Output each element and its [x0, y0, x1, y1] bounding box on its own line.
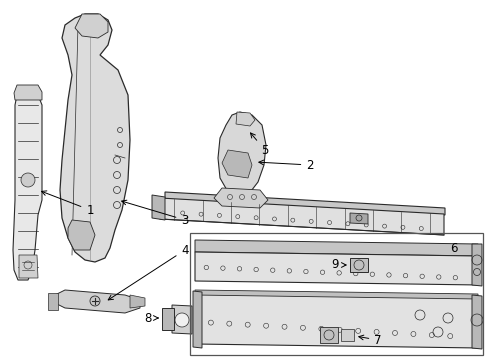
Text: 4: 4 [108, 243, 188, 300]
Text: 3: 3 [122, 200, 188, 226]
Polygon shape [152, 195, 164, 220]
Text: 2: 2 [258, 158, 313, 171]
Polygon shape [214, 188, 267, 208]
Polygon shape [349, 213, 367, 224]
Text: 8: 8 [144, 311, 158, 324]
Polygon shape [55, 290, 140, 313]
Circle shape [21, 173, 35, 187]
Polygon shape [164, 192, 444, 215]
Polygon shape [471, 295, 481, 349]
Circle shape [90, 296, 100, 306]
Text: 7: 7 [358, 333, 381, 346]
Polygon shape [349, 258, 367, 272]
Polygon shape [471, 244, 481, 286]
Polygon shape [75, 14, 108, 38]
Polygon shape [162, 308, 174, 330]
Polygon shape [222, 150, 251, 178]
Polygon shape [340, 329, 353, 341]
Polygon shape [60, 14, 130, 262]
Polygon shape [172, 305, 192, 334]
Text: 1: 1 [41, 191, 94, 216]
Polygon shape [195, 290, 477, 299]
Polygon shape [14, 85, 42, 100]
Polygon shape [195, 293, 479, 348]
Text: 9: 9 [330, 258, 346, 271]
Polygon shape [13, 95, 42, 280]
Polygon shape [193, 291, 202, 348]
Polygon shape [160, 198, 443, 235]
Text: 6: 6 [449, 242, 457, 255]
Polygon shape [48, 293, 58, 310]
Polygon shape [218, 112, 265, 198]
Polygon shape [195, 240, 477, 256]
Text: 5: 5 [250, 133, 268, 157]
Polygon shape [19, 255, 38, 278]
Polygon shape [68, 220, 95, 250]
Polygon shape [195, 252, 479, 285]
Polygon shape [319, 327, 337, 343]
Polygon shape [130, 295, 145, 308]
Circle shape [175, 313, 189, 327]
Polygon shape [236, 112, 254, 126]
Bar [190, 233, 482, 355]
